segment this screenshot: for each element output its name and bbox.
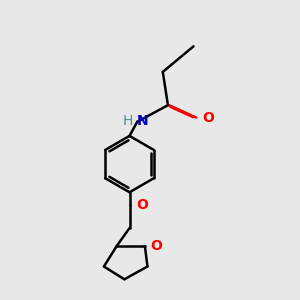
Text: H: H <box>122 114 133 128</box>
Text: O: O <box>150 239 162 253</box>
Text: N: N <box>137 114 148 128</box>
Text: O: O <box>136 198 148 212</box>
Text: O: O <box>202 111 214 125</box>
